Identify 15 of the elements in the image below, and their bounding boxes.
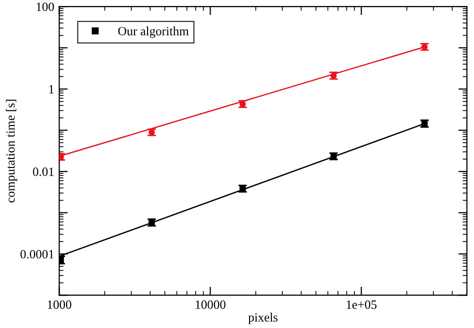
- y-axis-title: computation time [s]: [6, 100, 18, 202]
- y-tick-label: 100: [36, 2, 54, 12]
- x-tick-label: 1e+05: [346, 300, 377, 309]
- y-tick-label: 0.01: [32, 168, 54, 176]
- point: [148, 219, 155, 226]
- x-axis-title: pixels: [248, 312, 278, 324]
- x-tick-label: 10000: [196, 300, 226, 309]
- x-tick-label: 1000: [48, 300, 72, 309]
- point: [148, 129, 155, 136]
- legend-label: Our algorithm: [118, 26, 189, 38]
- point: [240, 186, 246, 192]
- y-tick-label: 1: [49, 85, 54, 94]
- point: [59, 154, 64, 160]
- point: [240, 101, 246, 108]
- y-tick-label: 0.0001: [20, 250, 54, 258]
